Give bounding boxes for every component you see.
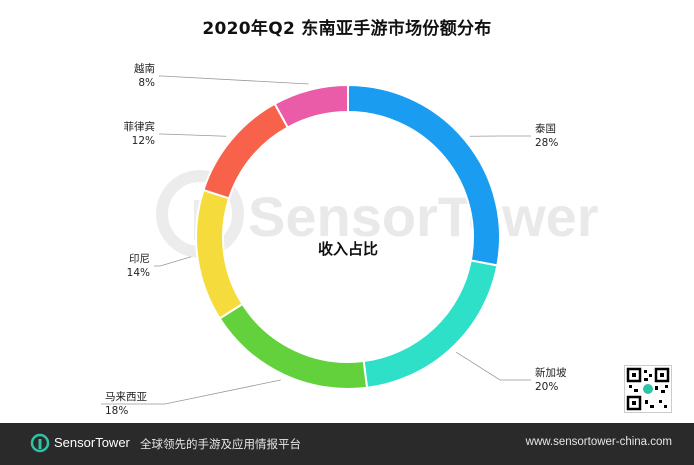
leader-line (455, 351, 531, 381)
pie-slice (273, 83, 349, 129)
donut-chart: SensorTower 泰国 28% 新加坡 20% 马来西亚 18% 印尼 14% 菲律宾 12… (101, 62, 599, 417)
slice-percent-label: 14% (127, 267, 150, 279)
slice-name-label: 泰国 (535, 122, 556, 135)
slice-percent-label: 12% (132, 135, 155, 147)
footer-brand: SensorTower (54, 435, 130, 450)
slice-name-label: 新加坡 (535, 366, 567, 379)
slice-name-label: 印尼 (129, 253, 150, 265)
slice-name-label: 马来西亚 (105, 391, 147, 403)
leader-line (159, 133, 227, 137)
footer-bar: SensorTower 全球领先的手游及应用情报平台 www.sensortow… (0, 423, 694, 465)
sensortower-logo-icon (30, 433, 50, 453)
pie-slice (362, 259, 499, 389)
slice-percent-label: 18% (105, 405, 128, 417)
slice-percent-label: 20% (535, 381, 558, 393)
chart-title: 2020年Q2 东南亚手游市场份额分布 (202, 19, 492, 39)
footer-url: www.sensortower-china.com (525, 436, 672, 448)
watermark-text: SensorTower (248, 185, 599, 248)
slice-name-label: 菲律宾 (124, 120, 156, 133)
footer-brand-part2: Tower (95, 435, 130, 450)
leader-line (101, 379, 281, 405)
slice-percent-label: 28% (535, 137, 558, 149)
qr-code-icon (624, 365, 672, 413)
leader-line (154, 256, 192, 267)
slice-name-label: 越南 (134, 62, 155, 75)
footer-slogan: 全球领先的手游及应用情报平台 (140, 437, 301, 451)
slice-percent-label: 8% (138, 77, 155, 89)
leader-line (159, 75, 309, 85)
footer-brand-part1: Sensor (54, 435, 96, 450)
watermark: SensorTower (156, 170, 599, 258)
pie-slice (218, 302, 369, 390)
center-label: 收入占比 (318, 240, 378, 258)
